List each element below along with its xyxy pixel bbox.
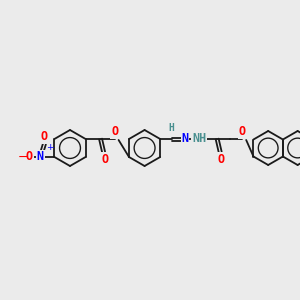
Text: N: N — [182, 133, 189, 146]
Text: H: H — [168, 123, 174, 133]
Text: O: O — [218, 153, 225, 166]
Text: +: + — [46, 143, 53, 152]
Text: NH: NH — [192, 133, 206, 146]
Text: O: O — [41, 130, 48, 143]
Text: O: O — [26, 151, 33, 164]
Text: O: O — [101, 153, 108, 166]
Text: O: O — [111, 125, 118, 138]
Text: N: N — [37, 151, 44, 164]
Text: O: O — [238, 125, 246, 138]
Text: −: − — [18, 151, 29, 164]
